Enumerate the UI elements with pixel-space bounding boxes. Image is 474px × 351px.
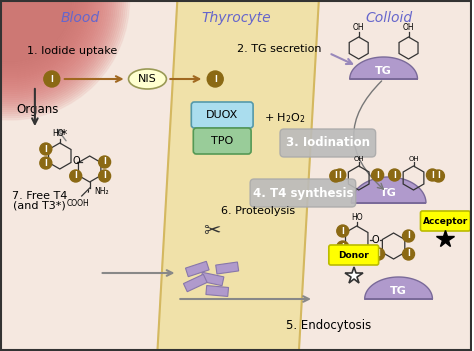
Text: I: I bbox=[45, 145, 47, 153]
Circle shape bbox=[330, 170, 342, 182]
Text: 3. Iodination: 3. Iodination bbox=[286, 137, 370, 150]
Text: I: I bbox=[214, 74, 217, 84]
Circle shape bbox=[0, 0, 119, 110]
Polygon shape bbox=[216, 262, 239, 274]
Text: Blood: Blood bbox=[60, 11, 99, 25]
Polygon shape bbox=[351, 177, 426, 203]
Text: I: I bbox=[393, 171, 396, 179]
Text: I: I bbox=[376, 171, 379, 179]
Text: I: I bbox=[45, 159, 47, 167]
Circle shape bbox=[334, 169, 346, 181]
Polygon shape bbox=[206, 286, 228, 297]
Text: Organs: Organs bbox=[17, 102, 59, 115]
Text: OH: OH bbox=[354, 156, 364, 162]
Text: I: I bbox=[377, 250, 380, 258]
Text: I: I bbox=[74, 172, 77, 180]
FancyBboxPatch shape bbox=[280, 129, 376, 157]
Circle shape bbox=[389, 169, 401, 181]
Text: Donor: Donor bbox=[338, 251, 369, 259]
Polygon shape bbox=[350, 57, 418, 79]
Circle shape bbox=[373, 248, 384, 260]
Text: 6. Proteolysis: 6. Proteolysis bbox=[221, 206, 295, 216]
Text: 5. Endocytosis: 5. Endocytosis bbox=[286, 318, 372, 331]
Text: *: * bbox=[61, 128, 67, 141]
FancyBboxPatch shape bbox=[329, 245, 379, 265]
Circle shape bbox=[402, 230, 414, 242]
Text: DUOX: DUOX bbox=[206, 110, 238, 120]
Text: NIS: NIS bbox=[138, 74, 157, 84]
Text: Colloid: Colloid bbox=[365, 11, 412, 25]
Text: + H$_2$O$_2$: + H$_2$O$_2$ bbox=[264, 111, 306, 125]
Circle shape bbox=[337, 241, 349, 253]
Text: Thyrocyte: Thyrocyte bbox=[201, 11, 271, 25]
Text: 1. Iodide uptake: 1. Iodide uptake bbox=[27, 46, 117, 56]
Polygon shape bbox=[157, 0, 319, 351]
Circle shape bbox=[44, 71, 60, 87]
Text: I: I bbox=[407, 250, 410, 258]
Text: HO: HO bbox=[351, 213, 363, 222]
Text: TG: TG bbox=[380, 188, 397, 198]
FancyBboxPatch shape bbox=[191, 102, 253, 128]
Circle shape bbox=[427, 169, 438, 181]
Text: TG: TG bbox=[390, 286, 407, 296]
Text: I: I bbox=[341, 226, 344, 236]
Circle shape bbox=[0, 0, 128, 118]
Circle shape bbox=[207, 71, 223, 87]
Ellipse shape bbox=[128, 69, 166, 89]
Polygon shape bbox=[183, 274, 207, 292]
Text: 4. T4 synthesis: 4. T4 synthesis bbox=[253, 186, 353, 199]
Text: COOH: COOH bbox=[66, 199, 89, 207]
Circle shape bbox=[337, 225, 349, 237]
Text: I: I bbox=[407, 232, 410, 240]
Text: I: I bbox=[50, 74, 53, 84]
Text: (and T3*): (and T3*) bbox=[13, 201, 66, 211]
Text: OH: OH bbox=[403, 23, 414, 32]
Text: OH: OH bbox=[353, 23, 365, 32]
Text: I: I bbox=[341, 243, 344, 252]
Text: 2. TG secretion: 2. TG secretion bbox=[237, 44, 322, 54]
Circle shape bbox=[0, 0, 126, 116]
Circle shape bbox=[372, 169, 383, 181]
Circle shape bbox=[99, 156, 110, 168]
Text: TPO: TPO bbox=[211, 136, 233, 146]
Text: ✂: ✂ bbox=[203, 221, 221, 241]
Text: OH: OH bbox=[408, 156, 419, 162]
Text: Acceptor: Acceptor bbox=[423, 217, 468, 225]
Circle shape bbox=[0, 0, 129, 120]
FancyBboxPatch shape bbox=[250, 179, 356, 207]
Polygon shape bbox=[201, 272, 224, 286]
Circle shape bbox=[99, 170, 110, 182]
Text: 7. Free T4: 7. Free T4 bbox=[12, 191, 67, 201]
Text: I: I bbox=[431, 171, 434, 179]
Circle shape bbox=[70, 170, 82, 182]
Polygon shape bbox=[185, 261, 209, 277]
Circle shape bbox=[402, 248, 414, 260]
Text: NH₂: NH₂ bbox=[95, 186, 109, 196]
FancyBboxPatch shape bbox=[420, 211, 470, 231]
Text: O: O bbox=[73, 156, 81, 166]
Circle shape bbox=[432, 170, 445, 182]
Text: TG: TG bbox=[375, 66, 392, 75]
Text: I: I bbox=[338, 171, 341, 179]
Circle shape bbox=[0, 0, 124, 114]
Text: O: O bbox=[372, 235, 380, 245]
Text: I: I bbox=[334, 172, 337, 180]
Text: I: I bbox=[103, 172, 106, 180]
Polygon shape bbox=[365, 277, 432, 299]
FancyBboxPatch shape bbox=[193, 128, 251, 154]
Text: I: I bbox=[103, 158, 106, 166]
Text: ,: , bbox=[86, 184, 89, 194]
Circle shape bbox=[0, 0, 121, 112]
Circle shape bbox=[40, 157, 52, 169]
Text: I: I bbox=[437, 172, 440, 180]
Text: HO: HO bbox=[52, 129, 64, 138]
Circle shape bbox=[40, 143, 52, 155]
